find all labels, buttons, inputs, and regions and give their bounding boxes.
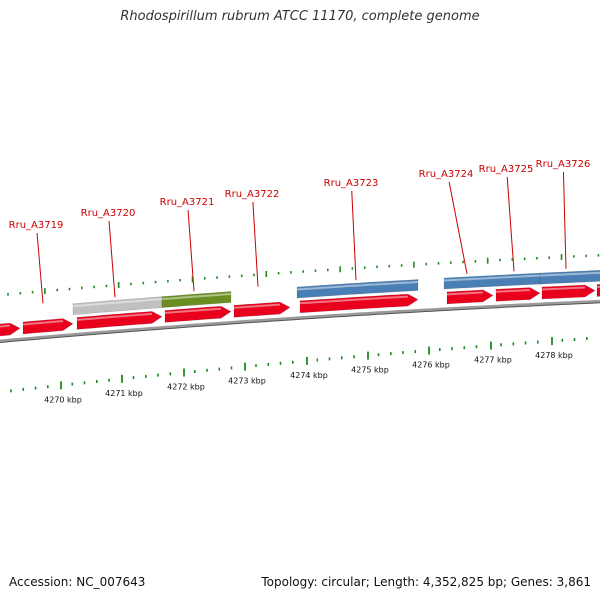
tick-marks xyxy=(7,254,600,393)
gene-leader-line xyxy=(36,232,44,304)
gene-label: Rru_A3721 xyxy=(160,197,215,208)
cds-arrow-9 xyxy=(541,284,596,300)
kbp-label: 4275 kbp xyxy=(351,366,389,375)
cds-arrow-4 xyxy=(164,305,232,323)
feature-bar-green-highlight xyxy=(161,293,232,301)
kbp-label: 4270 kbp xyxy=(44,395,82,404)
accession-text: Accession: NC_007643 xyxy=(9,575,146,589)
gene-label: Rru_A3722 xyxy=(225,189,280,200)
gene-label: Rru_A3719 xyxy=(9,220,64,231)
feature-bar-blue-3 xyxy=(539,269,600,285)
feature-track xyxy=(0,269,600,343)
gene-leader-line xyxy=(506,176,515,272)
kbp-label: 4273 kbp xyxy=(228,377,266,386)
kbp-label: 4274 kbp xyxy=(290,371,328,380)
cds-arrow-8-highlight xyxy=(495,289,531,293)
gene-label: Rru_A3724 xyxy=(419,169,474,180)
gene-label: Rru_A3723 xyxy=(324,178,379,189)
kbp-label: 4278 kbp xyxy=(535,351,573,360)
cds-arrow-2 xyxy=(22,318,74,335)
cds-arrow-10-highlight xyxy=(596,285,600,288)
gene-label: Rru_A3726 xyxy=(536,159,591,170)
kbp-label: 4277 kbp xyxy=(474,356,512,365)
kbp-label: 4276 kbp xyxy=(412,361,450,370)
genome-summary-text: Topology: circular; Length: 4,352,825 bp… xyxy=(261,575,591,589)
feature-bar-blue-1-highlight xyxy=(296,281,419,291)
kbp-label: 4272 kbp xyxy=(167,383,205,392)
gene-leader-line xyxy=(562,171,567,269)
cds-arrow-1 xyxy=(0,322,21,337)
backbone-shadow xyxy=(0,302,600,343)
feature-bar-blue-3-highlight xyxy=(539,271,600,277)
gene-label: Rru_A3725 xyxy=(479,164,534,175)
feature-bar-blue-2-highlight xyxy=(443,274,541,282)
cds-arrow-6-highlight xyxy=(299,295,409,305)
cds-arrow-1-highlight xyxy=(0,324,11,328)
cds-arrow-4-highlight xyxy=(164,307,222,314)
gene-leader-line xyxy=(448,181,468,274)
cds-arrow-2-highlight xyxy=(22,320,64,326)
cds-arrow-9-highlight xyxy=(541,286,586,291)
cds-arrow-3-highlight xyxy=(76,312,153,321)
gene-leader-line xyxy=(187,209,195,292)
map-title: Rhodospirillum rubrum ATCC 11170, comple… xyxy=(120,9,480,24)
cds-arrow-3 xyxy=(76,311,163,330)
gene-leader-line xyxy=(108,220,116,298)
cds-arrow-7 xyxy=(446,289,494,305)
cds-arrow-6 xyxy=(299,293,419,314)
cds-arrow-8 xyxy=(495,287,541,302)
gene-label: Rru_A3720 xyxy=(81,208,136,219)
cds-arrow-10 xyxy=(596,284,600,297)
gene-leader-line xyxy=(351,190,357,281)
kbp-label: 4271 kbp xyxy=(105,389,143,398)
cds-arrow-5 xyxy=(233,301,291,318)
gene-label-layer: 4270 kbp 4271 kbp 4272 kbp 4273 kbp 4274 kbp… xyxy=(9,159,591,404)
cds-arrow-5-highlight xyxy=(233,303,281,309)
gene-leader-line xyxy=(252,201,259,287)
feature-bar-blue-1 xyxy=(296,279,419,299)
feature-bar-gray-highlight xyxy=(72,298,163,308)
feature-bar-green xyxy=(161,291,232,308)
backbone-line xyxy=(0,299,600,343)
cds-arrow-7-highlight xyxy=(446,291,484,296)
